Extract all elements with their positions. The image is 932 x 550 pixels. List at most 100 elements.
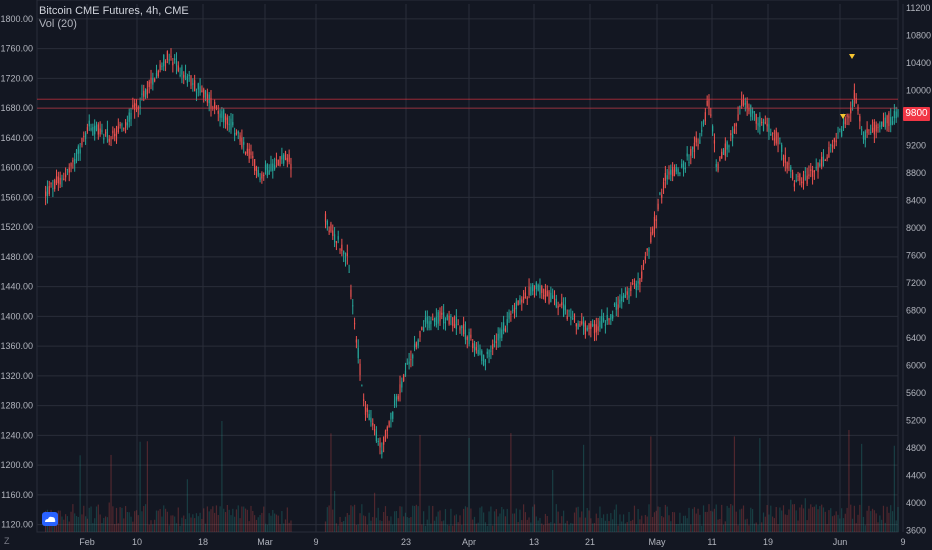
candle-body	[372, 423, 374, 426]
candle-body	[483, 355, 485, 366]
candle-body	[775, 130, 777, 144]
candle-body	[766, 123, 768, 127]
volume-bar	[886, 506, 888, 532]
volume-bar	[544, 513, 547, 532]
candle-body	[673, 169, 676, 177]
volume-bar	[553, 523, 556, 532]
volume-bar	[286, 507, 288, 532]
volume-bar	[566, 520, 568, 532]
candle-body	[801, 181, 803, 183]
candle-body	[63, 178, 65, 181]
volume-bar	[475, 523, 477, 532]
time-axis-tick: 9	[900, 537, 905, 547]
volume-bar	[261, 512, 263, 532]
candle-body	[857, 106, 859, 111]
candle-body	[732, 134, 734, 139]
volume-bar	[801, 504, 803, 532]
candle-body	[204, 91, 207, 94]
volume-bar	[221, 421, 223, 532]
volume-bar	[473, 516, 476, 532]
left-axis-tick: 1440.00	[0, 282, 33, 292]
volume-bar	[466, 507, 468, 532]
candle-body	[646, 248, 648, 251]
volume-bar	[781, 510, 783, 532]
volume-bar	[562, 510, 565, 532]
candle-body	[582, 321, 585, 327]
volume-indicator-label[interactable]: Vol (20)	[39, 18, 77, 30]
candle-body	[726, 141, 728, 150]
candle-body	[254, 159, 256, 171]
volume-bar	[472, 519, 474, 532]
candle-body	[610, 314, 612, 320]
volume-bar	[410, 517, 412, 532]
candle-body	[503, 322, 505, 332]
volume-bar	[348, 514, 350, 532]
volume-bar	[573, 512, 576, 532]
candle-body	[86, 127, 89, 132]
left-axis-tick: 1240.00	[0, 430, 33, 440]
volume-bar	[699, 514, 701, 532]
candle-body	[748, 108, 750, 112]
candle-body	[57, 176, 59, 184]
timezone-label[interactable]: Z	[4, 536, 10, 546]
volume-bar	[499, 513, 501, 532]
candle-body	[324, 213, 327, 222]
candle-body	[72, 160, 74, 162]
volume-bar	[799, 507, 801, 532]
volume-bar	[626, 522, 628, 532]
volume-bar	[266, 524, 268, 532]
candle-body	[90, 128, 92, 131]
candle-body	[688, 161, 690, 163]
volume-bar	[864, 525, 866, 532]
candle-body	[279, 156, 281, 166]
volume-bar	[773, 518, 776, 532]
candle-body	[257, 170, 259, 176]
volume-bar	[862, 516, 865, 532]
volume-bar	[768, 514, 770, 532]
volume-bar	[128, 512, 130, 532]
volume-bar	[195, 513, 198, 532]
volume-bar	[632, 519, 634, 532]
volume-bar	[750, 507, 752, 532]
candle-body	[359, 363, 361, 376]
volume-bar	[412, 505, 414, 532]
volume-bar	[137, 515, 139, 532]
candle-body	[495, 341, 497, 343]
volume-bar	[535, 516, 537, 532]
candle-body	[822, 156, 825, 162]
volume-bar	[686, 518, 688, 532]
candle-body	[873, 121, 875, 135]
volume-bar	[115, 507, 118, 532]
volume-bar	[230, 515, 232, 532]
signal-marker	[849, 54, 855, 59]
volume-bar	[377, 507, 379, 532]
candle-body	[66, 168, 69, 171]
volume-bar	[237, 505, 239, 532]
volume-bar	[790, 499, 792, 532]
volume-bar	[775, 507, 777, 532]
candle-body	[624, 294, 626, 298]
volume-bar	[808, 508, 810, 532]
candle-body	[221, 111, 223, 118]
tradingview-cloud-icon[interactable]	[42, 512, 58, 526]
volume-bar	[752, 509, 754, 532]
volume-bar	[259, 514, 261, 532]
volume-bar	[533, 504, 536, 532]
candle-body	[406, 363, 408, 365]
candle-body	[244, 152, 247, 155]
volume-bar	[72, 504, 74, 532]
volume-bar	[257, 517, 259, 532]
candle-body	[837, 132, 839, 134]
volume-bar	[79, 455, 81, 532]
candle-body	[232, 122, 234, 126]
volume-bar	[381, 521, 383, 532]
candle-body	[172, 62, 174, 66]
candle-body	[497, 333, 499, 341]
volume-bar	[457, 522, 459, 532]
volume-bar	[661, 516, 663, 532]
candle-body	[590, 323, 592, 329]
volume-bar	[539, 517, 541, 532]
volume-bar	[524, 512, 527, 532]
volume-bar	[181, 517, 183, 532]
